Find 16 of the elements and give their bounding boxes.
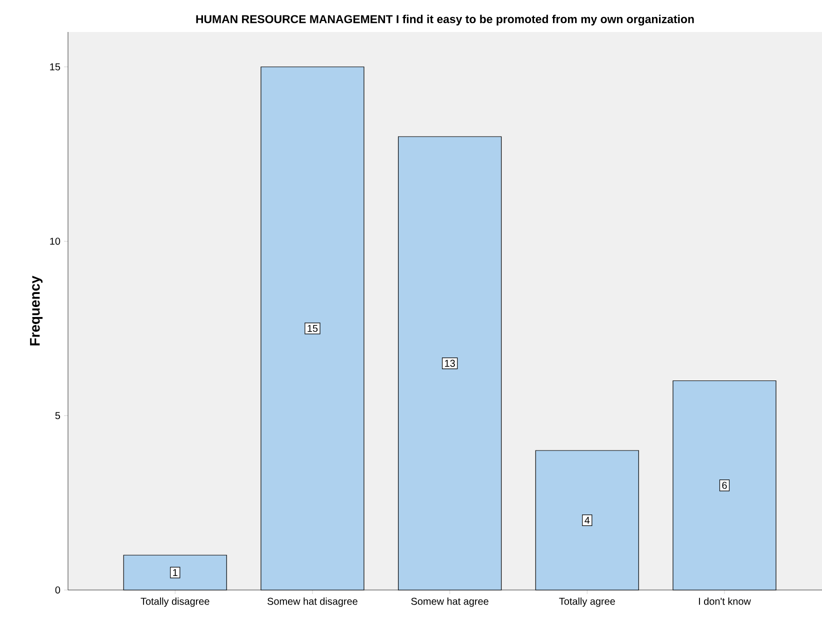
x-tick-label: I don't know [698,598,751,605]
data-label: 15 [308,324,318,332]
x-tick-label: Totally agree [559,598,615,607]
data-label: 1 [173,569,178,576]
y-tick-label: 5 [55,412,60,420]
x-tick-label: Totally disagree [140,598,210,607]
data-label: 4 [584,516,590,524]
data-label: 13 [445,360,455,367]
y-tick-label: 10 [50,238,60,245]
y-tick-label: 15 [50,63,60,70]
chart-title: HUMAN RESOURCE MANAGEMENT I find it easy to be promoted from my own organization [196,14,694,26]
x-tick-label: Somew hat disagree [268,598,358,607]
data-label: 6 [722,482,727,489]
x-tick-label: Somew hat agree [411,598,488,607]
y-axis-title: Frequency [30,276,43,346]
y-tick-label: 0 [55,586,60,594]
